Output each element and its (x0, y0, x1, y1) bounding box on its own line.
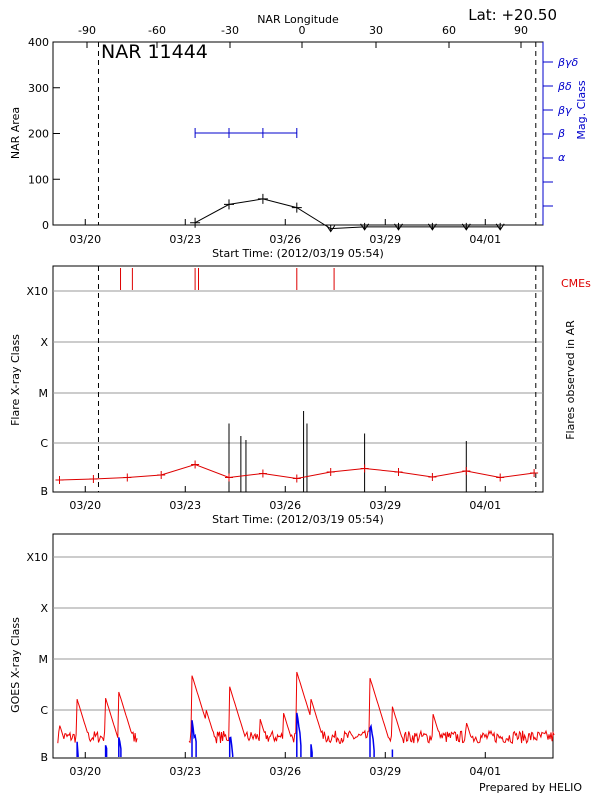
x-tick-label: 03/23 (169, 233, 201, 246)
goes-short-channel-line (104, 745, 108, 757)
background-point (292, 474, 301, 483)
y-tick-label: 400 (28, 36, 49, 49)
area-series-line (194, 198, 501, 230)
top-tick-label: 30 (369, 24, 383, 37)
y-tick-label: M (39, 387, 49, 400)
y-tick-label: C (40, 437, 48, 450)
goes-long-channel-line (57, 691, 138, 744)
area-point-below (326, 224, 336, 233)
panel-nar-area: NAR Longitude Lat: +20.50 NAR 11444 NAR … (9, 6, 588, 260)
goes-short-channel-line (228, 736, 234, 757)
goes-short-channel-line (76, 741, 79, 757)
x-tick-label: 03/23 (169, 499, 201, 512)
mag-tick-label: α (558, 151, 566, 164)
area-point (190, 217, 201, 228)
area-point-below (461, 222, 471, 231)
top-tick-label: 60 (442, 24, 456, 37)
panel2-ylabel: Flare X-ray Class (9, 334, 22, 426)
x-tick-label: 03/26 (269, 233, 301, 246)
area-point (257, 193, 268, 204)
x-tick-label: 03/23 (169, 765, 201, 778)
panel1-xlabel: Start Time: (2012/03/19 05:54) (212, 247, 384, 260)
goes-short-channel-line (310, 744, 313, 757)
x-tick-label: 03/20 (69, 499, 101, 512)
background-point (191, 460, 200, 469)
mag-tick-label: βγ (557, 104, 572, 117)
area-point (291, 202, 302, 213)
x-tick-label: 04/01 (469, 233, 501, 246)
background-point (496, 473, 505, 482)
background-point (360, 464, 369, 473)
x-tick-label: 04/01 (469, 765, 501, 778)
y-tick-label: 300 (28, 82, 49, 95)
x-tick-label: 03/26 (269, 499, 301, 512)
background-point (55, 476, 64, 484)
panel2-frame (52, 265, 544, 493)
x-tick-label: 03/20 (69, 765, 101, 778)
y-tick-label: B (40, 751, 48, 764)
y-tick-label: X (40, 336, 48, 349)
background-point (157, 471, 166, 479)
y-tick-label: M (39, 653, 49, 666)
footer-credit: Prepared by HELIO (479, 781, 582, 794)
x-tick-label: 03/20 (69, 233, 101, 246)
area-point-below (427, 222, 437, 231)
mag-tick-label: βγδ (557, 56, 579, 69)
area-point (224, 199, 234, 210)
y-tick-label: X10 (26, 551, 48, 564)
panel3-ylabel: GOES X-ray Class (9, 617, 22, 713)
y-tick-label: 100 (28, 173, 49, 186)
mag-tick-label: β (557, 127, 565, 140)
panel1-title: NAR 11444 (101, 41, 208, 63)
panel1-right-label: Mag. Class (575, 80, 588, 139)
top-tick-label: -60 (148, 24, 166, 37)
goes-short-channel-line (191, 720, 197, 757)
y-tick-label: B (40, 485, 48, 498)
top-tick-label: -30 (221, 24, 239, 37)
area-point-below (495, 222, 505, 231)
x-tick-label: 04/01 (469, 499, 501, 512)
panel1-ylabel: NAR Area (9, 107, 22, 159)
panel3-frame (52, 533, 554, 759)
panel2-right-label: Flares observed in AR (564, 320, 577, 440)
background-point (89, 475, 98, 483)
y-tick-label: C (40, 704, 48, 717)
top-tick-label: 0 (299, 24, 306, 37)
x-tick-label: 03/26 (269, 765, 301, 778)
y-tick-label: X (40, 602, 48, 615)
y-tick-label: X10 (26, 285, 48, 298)
top-axis-label: NAR Longitude (257, 13, 339, 26)
goes-short-channel-line (369, 723, 375, 757)
latitude-label: Lat: +20.50 (468, 6, 557, 24)
background-point (428, 473, 437, 481)
background-point (123, 473, 132, 482)
panel-flares: Flare X-ray Class Flares observed in AR … (9, 265, 591, 526)
goes-long-channel-line (188, 671, 555, 745)
background-point (530, 469, 539, 477)
top-tick-label: -90 (78, 24, 96, 37)
cme-label: CMEs (561, 277, 591, 290)
x-tick-label: 03/29 (369, 765, 401, 778)
x-tick-label: 03/29 (369, 499, 401, 512)
area-point-below (394, 222, 403, 231)
background-point (462, 467, 471, 475)
goes-short-channel-line (296, 712, 302, 757)
background-point (258, 469, 267, 478)
panel2-xlabel: Start Time: (2012/03/19 05:54) (212, 513, 384, 526)
background-point (326, 468, 335, 476)
y-tick-label: 0 (42, 219, 49, 232)
x-tick-label: 03/29 (369, 233, 401, 246)
panel1-frame (52, 41, 544, 226)
mag-tick-label: βδ (557, 80, 572, 93)
area-point-below (360, 222, 370, 231)
top-tick-label: 90 (514, 24, 528, 37)
background-point (225, 473, 233, 482)
panel-goes: GOES X-ray Class B C M X X10 03/20 03/23 03/26… (9, 533, 555, 778)
background-point (394, 468, 403, 476)
y-tick-label: 200 (28, 128, 49, 141)
goes-short-channel-line (118, 737, 122, 757)
